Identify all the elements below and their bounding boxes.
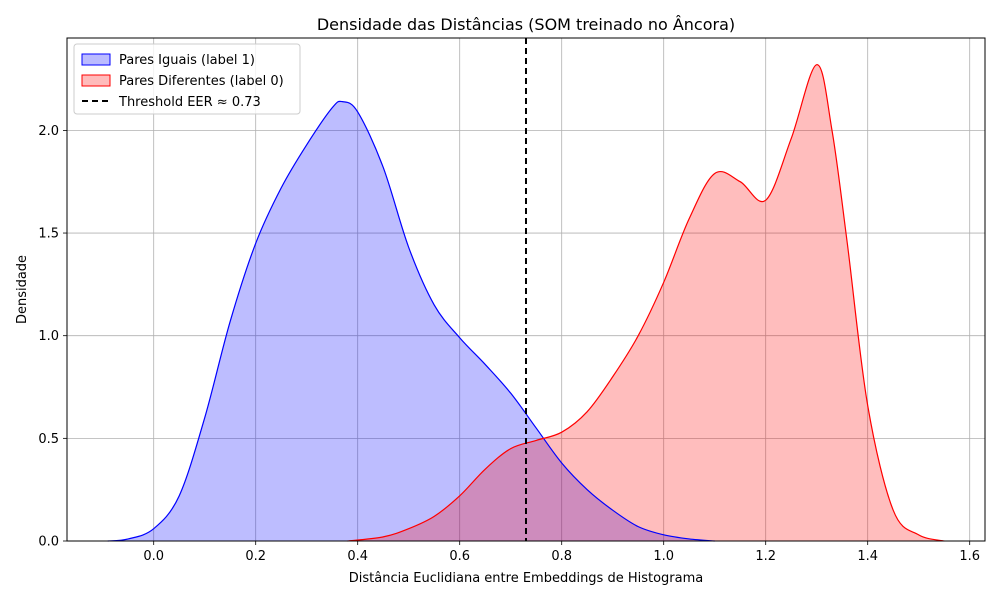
series-line-1 <box>347 64 945 542</box>
x-tick-label: 0.4 <box>347 549 368 564</box>
series-area-0 <box>107 101 715 542</box>
series-line-0 <box>107 100 715 542</box>
x-tick-label: 0.2 <box>245 549 266 564</box>
x-tick-label: 1.2 <box>755 549 776 564</box>
series-area-1 <box>347 64 945 542</box>
legend-label-1: Pares Diferentes (label 0) <box>119 74 284 89</box>
y-axis: 0.0 0.5 1.0 1.5 2.0 <box>38 124 67 550</box>
x-tick-label: 0.0 <box>143 549 164 564</box>
x-tick-label: 1.0 <box>653 549 674 564</box>
y-axis-label: Densidade <box>15 255 30 324</box>
x-axis: 0.0 0.2 0.4 0.6 0.8 1.0 1.2 1.4 1.6 <box>143 541 980 564</box>
legend-label-threshold: Threshold EER ≈ 0.73 <box>118 95 261 110</box>
x-tick-label: 1.6 <box>959 549 980 564</box>
x-tick-label: 1.4 <box>857 549 878 564</box>
legend-label-0: Pares Iguais (label 1) <box>119 53 255 68</box>
y-tick-label: 1.5 <box>38 227 59 242</box>
chart-title: Densidade das Distâncias (SOM treinado n… <box>317 15 735 34</box>
series-layer <box>107 64 945 542</box>
legend-swatch-0 <box>81 53 111 66</box>
legend-box <box>73 43 301 115</box>
x-axis-label: Distância Euclidiana entre Embeddings de… <box>349 571 704 586</box>
y-tick-label: 0.5 <box>38 432 59 447</box>
x-tick-label: 0.8 <box>551 549 572 564</box>
legend-swatch-1 <box>81 74 111 87</box>
y-tick-label: 0.0 <box>38 535 59 550</box>
legend: Pares Iguais (label 1) Pares Diferentes (… <box>73 43 301 115</box>
plot-frame <box>66 37 986 542</box>
x-tick-label: 0.6 <box>449 549 470 564</box>
y-tick-label: 1.0 <box>38 329 59 344</box>
y-tick-label: 2.0 <box>38 124 59 139</box>
